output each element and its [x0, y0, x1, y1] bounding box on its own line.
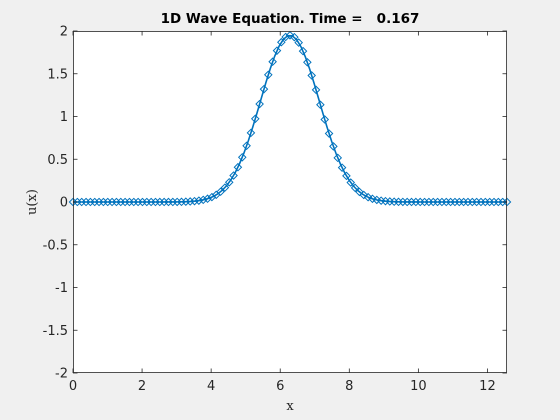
y-tick-label: 2	[60, 25, 68, 40]
x-tick-label: 10	[410, 379, 427, 394]
data-point-marker	[220, 183, 230, 192]
data-point-marker	[237, 152, 247, 162]
data-point-marker	[277, 37, 286, 47]
data-point-marker	[342, 171, 351, 181]
x-tick-label: 8	[345, 379, 353, 394]
data-point-marker	[346, 178, 356, 187]
data-point-marker	[229, 171, 238, 180]
x-tick-label: 0	[69, 379, 77, 394]
y-axis-label: u(x)	[25, 189, 40, 215]
data-point-marker	[324, 129, 334, 138]
series-layer	[68, 30, 512, 207]
y-tick-label: -0.5	[43, 238, 68, 253]
x-tick-label: 12	[479, 379, 496, 394]
data-point-marker	[281, 32, 290, 42]
data-point-marker	[363, 192, 373, 202]
chart-title: 1D Wave Equation. Time = 0.167	[161, 11, 420, 27]
data-point-marker	[224, 177, 234, 187]
data-point-marker	[311, 85, 321, 95]
data-point-marker	[272, 46, 282, 55]
data-point-marker	[268, 57, 277, 67]
data-point-marker	[316, 100, 325, 110]
y-tick-label: 1.5	[47, 67, 68, 82]
y-tick-label: -1	[55, 281, 68, 296]
x-tick-label: 4	[207, 379, 215, 394]
data-point-marker	[294, 38, 303, 47]
data-point-marker	[263, 70, 273, 80]
data-point-marker	[233, 162, 243, 172]
x-tick-label: 6	[276, 379, 284, 394]
data-point-marker	[350, 183, 360, 193]
data-point-marker	[355, 187, 364, 197]
data-point-marker	[329, 142, 338, 151]
data-point-marker	[255, 99, 264, 109]
y-tick-label: 0	[60, 196, 68, 211]
data-point-marker	[185, 197, 195, 206]
data-point-marker	[333, 153, 343, 163]
axes-box	[73, 31, 507, 373]
data-point-marker	[216, 187, 225, 197]
data-point-marker	[359, 190, 369, 200]
data-point-marker	[259, 84, 269, 94]
data-point-marker	[246, 128, 256, 138]
y-tick-label: 0.5	[47, 153, 68, 168]
data-point-marker	[242, 141, 251, 151]
data-point-marker	[285, 30, 295, 40]
data-point-marker	[250, 114, 260, 124]
data-point-marker	[298, 46, 308, 56]
y-tick-label: -1.5	[43, 324, 68, 339]
x-tick-label: 2	[138, 379, 146, 394]
ticks-layer: 0 2 4 6 8 10 12 2 1.5 1 0.5 0 -0.5 -1 -1.5 -2	[43, 25, 507, 394]
x-axis-label: x	[286, 399, 294, 414]
data-point-marker	[307, 71, 317, 80]
data-point-marker	[303, 58, 312, 67]
data-point-marker	[502, 197, 512, 207]
data-point-marker	[203, 194, 212, 204]
data-point-marker	[290, 32, 299, 42]
y-tick-label: -2	[55, 367, 68, 382]
data-point-marker	[198, 195, 208, 205]
y-tick-label: 1	[60, 110, 68, 125]
data-point-marker	[190, 196, 199, 206]
data-point-marker	[320, 115, 330, 124]
data-point-marker	[194, 196, 204, 205]
data-point-marker	[337, 163, 347, 172]
